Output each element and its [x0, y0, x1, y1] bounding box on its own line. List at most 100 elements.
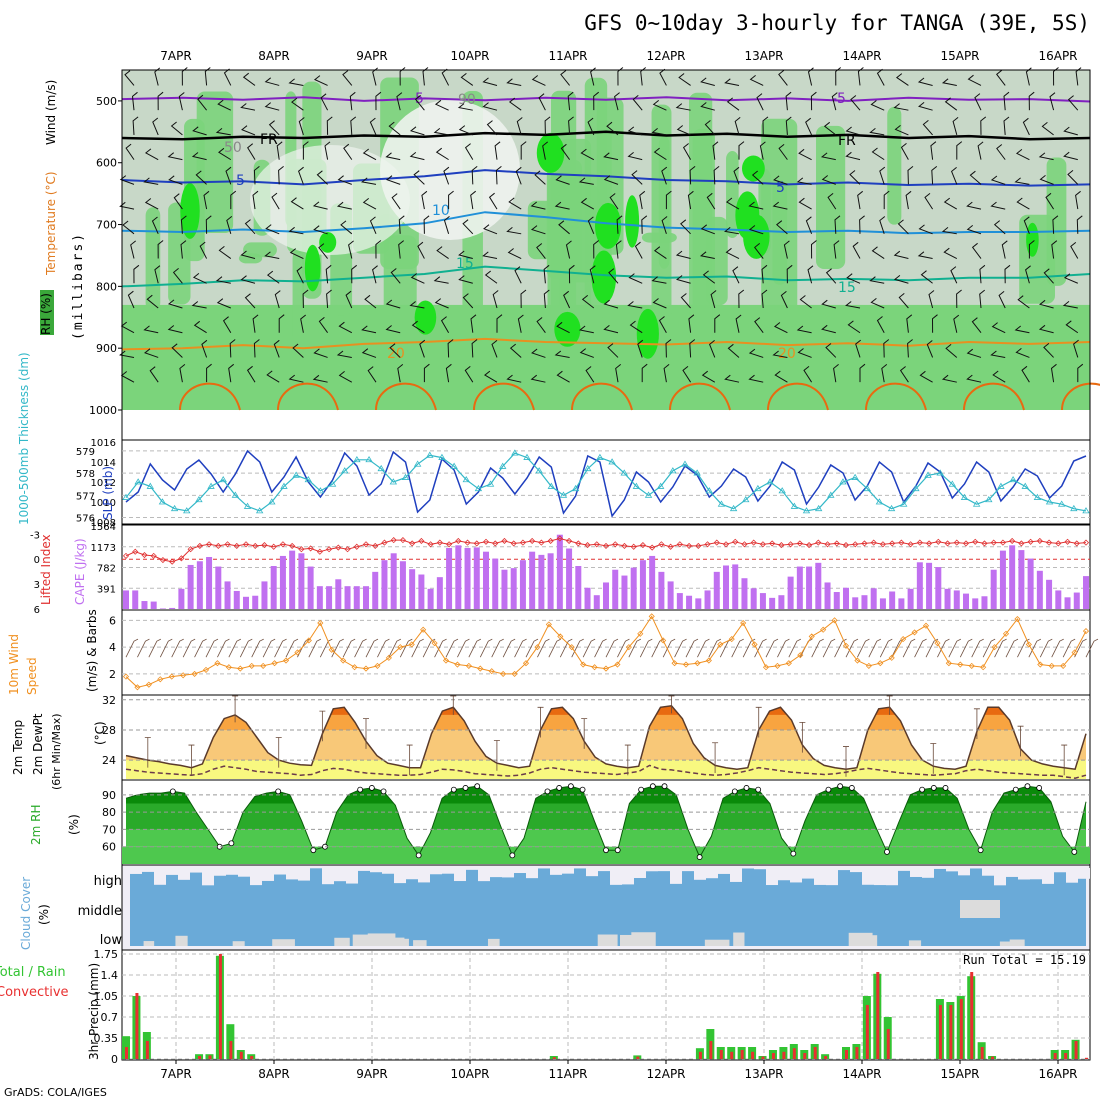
- wind-speed-point: [762, 664, 770, 671]
- wind-barb: [859, 363, 866, 383]
- wind-speed-point: [282, 657, 290, 664]
- wind-tick-label: 6: [109, 614, 116, 627]
- surface-wind-barb: [399, 638, 413, 658]
- cloud-high-gap: [202, 868, 214, 886]
- precip-panel: 0 0.35 0.7 1.05 1.4 1.75 Total / Rain Convect…: [0, 948, 1091, 1066]
- top-date-label: 11APR: [548, 49, 587, 63]
- wind-barb: [944, 97, 958, 111]
- wind-barb: [1073, 339, 1079, 358]
- wind-barb: [225, 166, 232, 185]
- wind-barb: [945, 344, 958, 358]
- wind-barb: [846, 273, 861, 284]
- wind-barb: [253, 166, 260, 185]
- lifted-index-point: [446, 541, 453, 548]
- wind-barb: [313, 75, 328, 86]
- wind-barb: [738, 141, 745, 160]
- cape-bar: [538, 554, 545, 609]
- wind-barb: [1052, 67, 1059, 86]
- lifted-tick-label: 3: [34, 580, 40, 591]
- surface-wind-barb: [1039, 638, 1053, 658]
- precip-convective-bar: [1064, 1053, 1068, 1059]
- cloud-high-gap: [706, 868, 718, 879]
- lifted-index-point: [741, 541, 748, 548]
- wind-barb: [458, 275, 473, 284]
- wind-barb: [133, 264, 140, 284]
- lifted-index-point: [344, 546, 351, 553]
- wind-barb: [167, 152, 183, 161]
- wind-barb: [1021, 365, 1030, 383]
- cape-bar: [926, 562, 933, 609]
- slp-tick-label: 1010: [91, 498, 116, 509]
- thickness-point: [304, 476, 312, 483]
- wind-barb: [1076, 215, 1083, 234]
- wind-speed-point: [522, 660, 530, 667]
- lifted-index-point: [316, 548, 323, 555]
- surface-wind-barb: [605, 638, 619, 658]
- cape-bar: [1009, 545, 1016, 609]
- temp-tick-label: 28: [102, 724, 116, 737]
- wind-barb: [616, 215, 623, 234]
- wind-barb: [246, 365, 256, 383]
- wind-barb: [708, 340, 716, 358]
- cape-bar: [612, 569, 619, 609]
- surface-wind-barb: [365, 638, 379, 658]
- wind-speed-point: [1048, 662, 1055, 669]
- surface-wind-barb: [251, 638, 264, 658]
- wind-barb: [803, 366, 813, 383]
- wind-barb: [776, 220, 788, 235]
- wind-barb: [1063, 126, 1078, 136]
- bottom-date-label: 8APR: [258, 1067, 289, 1081]
- svg-text:2m RH: 2m RH: [29, 805, 43, 846]
- wind-barb: [893, 250, 909, 260]
- thickness-point: [924, 471, 932, 478]
- cape-bar: [990, 569, 997, 609]
- wind-speed-point: [991, 644, 998, 651]
- thickness-tick-label: 579: [76, 447, 95, 458]
- cape-bar: [833, 592, 840, 609]
- cloud-high-gap: [418, 868, 430, 883]
- wind-barb: [603, 325, 619, 334]
- wind-barb: [398, 240, 405, 259]
- rh-saturated-spot: [536, 132, 565, 173]
- wind-barb: [470, 190, 477, 210]
- wind-barb: [971, 317, 982, 334]
- below-ground-strip: [122, 410, 1090, 440]
- thickness-point: [1070, 504, 1078, 512]
- wind-barb: [385, 325, 401, 334]
- surface-wind-barb: [228, 638, 242, 658]
- thickness-point: [997, 482, 1005, 489]
- wind-barb: [509, 343, 522, 358]
- wind-barb: [640, 67, 647, 86]
- rh-point: [169, 788, 176, 795]
- cloud-high-gap: [1066, 868, 1078, 883]
- wind-barb: [458, 125, 473, 136]
- thickness-point: [863, 484, 871, 492]
- precip-convective-bar: [1074, 1041, 1078, 1059]
- wind-speed-point: [934, 640, 941, 647]
- wind-barb: [1039, 175, 1054, 185]
- wind-barb: [651, 128, 667, 136]
- wind-barb: [266, 270, 280, 284]
- wind-barb: [568, 116, 574, 135]
- wind-barb: [748, 201, 764, 210]
- cape-bar: [510, 568, 517, 609]
- cloud-high-gap: [490, 868, 502, 878]
- precip-convective-bar: [761, 1056, 765, 1059]
- wind-barb: [338, 321, 353, 334]
- wind-barb: [627, 152, 643, 161]
- rh-point: [310, 847, 317, 854]
- wind-barb: [979, 289, 986, 309]
- wind-barb: [565, 240, 572, 259]
- cloud-high-gap: [142, 868, 154, 872]
- wind-barb: [941, 374, 957, 383]
- wind-barb: [661, 216, 668, 234]
- surface-wind-barb: [868, 638, 882, 658]
- wind-speed-point: [271, 660, 278, 667]
- wind-barb: [898, 293, 909, 309]
- wind-barb: [895, 73, 909, 86]
- wind-barb: [543, 264, 550, 284]
- wind-speed-point: [1071, 649, 1078, 656]
- wind-barb: [850, 95, 861, 111]
- wind-barb: [579, 348, 594, 358]
- wind-barb: [847, 320, 861, 334]
